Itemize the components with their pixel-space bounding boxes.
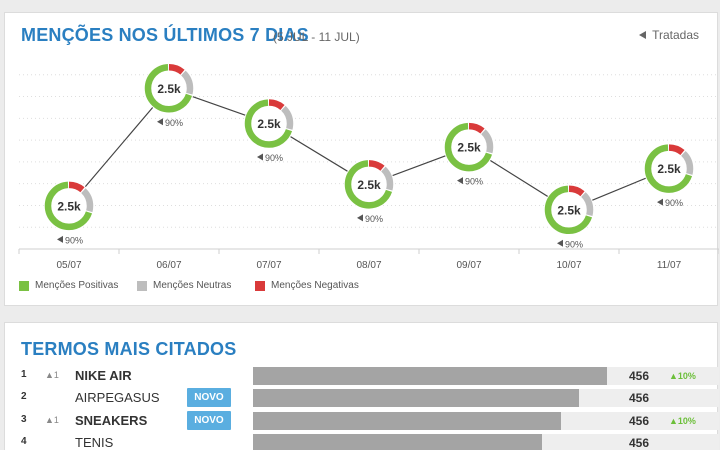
x-tick-label: 06/07 (156, 260, 181, 271)
x-tick-label: 08/07 (356, 260, 381, 271)
data-label: 2.5k (157, 82, 181, 96)
data-label: 2.5k (657, 162, 681, 176)
donut-neutral (44, 181, 94, 231)
flag-icon (157, 118, 163, 126)
mentions-chart: 05/07 06/07 07/07 08/07 09/07 10/07 11/07 2.5k 9… (18, 63, 719, 271)
mentions-title: MENÇÕES NOS ÚLTIMOS 7 DIAS (21, 25, 309, 45)
term-bar-track (253, 389, 719, 407)
donut-negative (544, 185, 594, 235)
term-count: 456 (629, 436, 650, 450)
terms-title: TERMOS MAIS CITADOS (21, 339, 237, 359)
term-bar-fill (253, 389, 580, 407)
term-rank-change: ▲1 (45, 415, 59, 425)
flag-icon (557, 239, 563, 247)
tratadas-toggle[interactable]: Tratadas (639, 28, 699, 42)
flag-icon (357, 214, 363, 222)
treated-label: 90% (165, 118, 183, 128)
flag-icon (639, 31, 647, 39)
donut-neutral (444, 122, 494, 172)
term-bar-track (253, 367, 719, 385)
term-count: 456 (629, 414, 650, 428)
legend-positive: Menções Positivas (19, 280, 118, 291)
data-label: 2.5k (357, 178, 381, 192)
donut-neutral (544, 185, 594, 235)
legend-neutral: Menções Neutras (137, 280, 231, 291)
donut-positive (44, 181, 94, 231)
legend-swatch-neutral (137, 280, 147, 291)
term-label: SNEAKERS (75, 413, 148, 428)
donut-negative (144, 64, 194, 113)
donut-positive (544, 185, 594, 235)
term-rank-change: ▲1 (45, 370, 59, 380)
treated-label: 90% (665, 198, 683, 208)
date-range: (5 JUL - 11 JUL) (273, 30, 360, 44)
term-row[interactable]: 4 TENIS 456 (5, 432, 719, 450)
term-count: 456 (629, 369, 650, 383)
treated-label: 90% (65, 235, 83, 245)
tratadas-label: Tratadas (652, 28, 699, 42)
term-label: TENIS (75, 435, 114, 450)
donut-positive (444, 122, 494, 172)
term-rank: 1 (21, 369, 27, 380)
term-row[interactable]: 1 ▲1 NIKE AIR 456 ▲10% (5, 365, 719, 387)
treated-label: 90% (365, 214, 383, 224)
term-trend: ▲10% (669, 416, 696, 426)
donut-neutral (244, 99, 294, 148)
term-trend: ▲10% (669, 371, 696, 381)
term-bar-fill (253, 412, 561, 430)
x-tick-label: 05/07 (56, 260, 81, 271)
x-tick-label: 07/07 (256, 260, 281, 271)
term-rank: 2 (21, 391, 27, 402)
donut-negative (44, 181, 94, 231)
donut-positive (144, 64, 194, 113)
legend-swatch-positive (19, 280, 29, 291)
term-bar-track (253, 412, 719, 430)
x-tick-label: 10/07 (556, 260, 581, 271)
flag-icon (657, 198, 663, 206)
term-label: NIKE AIR (75, 368, 132, 383)
donut-positive (644, 144, 694, 193)
legend-negative: Menções Negativas (255, 280, 359, 291)
flag-icon (257, 153, 263, 161)
treated-label: 90% (465, 177, 483, 187)
donut-negative (644, 144, 694, 193)
donut-negative (444, 122, 494, 172)
data-label: 2.5k (257, 117, 281, 131)
term-row[interactable]: 3 ▲1 SNEAKERS NOVO 456 ▲10% (5, 410, 719, 432)
term-rank: 4 (21, 436, 27, 447)
donut-neutral (644, 144, 694, 193)
donut-neutral (344, 160, 394, 209)
treated-label: 90% (265, 153, 283, 163)
donut-positive (344, 160, 394, 209)
term-count: 456 (629, 391, 650, 405)
term-bar-fill (253, 434, 542, 450)
new-badge: NOVO (187, 388, 231, 407)
term-row[interactable]: 2 AIRPEGASUS NOVO 456 (5, 387, 719, 409)
treated-label: 90% (565, 239, 583, 249)
data-label: 2.5k (57, 199, 81, 213)
data-label: 2.5k (457, 141, 481, 155)
legend-label-neutral: Menções Neutras (153, 280, 232, 291)
term-bar-track (253, 434, 719, 450)
term-rank: 3 (21, 414, 27, 425)
donut-negative (244, 99, 294, 148)
donut-positive (244, 99, 294, 148)
donut-negative (344, 160, 394, 209)
x-tick-label: 11/07 (657, 260, 682, 271)
legend-label-negative: Menções Negativas (271, 280, 359, 291)
x-tick-label: 09/07 (456, 260, 481, 271)
term-label: AIRPEGASUS (75, 390, 160, 405)
legend-swatch-negative (255, 280, 265, 291)
flag-icon (457, 177, 463, 185)
donut-neutral (144, 64, 194, 113)
mentions-card: MENÇÕES NOS ÚLTIMOS 7 DIAS (5 JUL - 11 J… (4, 12, 719, 306)
flag-icon (57, 235, 63, 243)
new-badge: NOVO (187, 411, 231, 430)
terms-card: TERMOS MAIS CITADOS 1 ▲1 NIKE AIR 456 ▲1… (4, 322, 719, 450)
legend-label-positive: Menções Positivas (35, 280, 119, 291)
data-label: 2.5k (557, 203, 581, 217)
term-bar-fill (253, 367, 608, 385)
